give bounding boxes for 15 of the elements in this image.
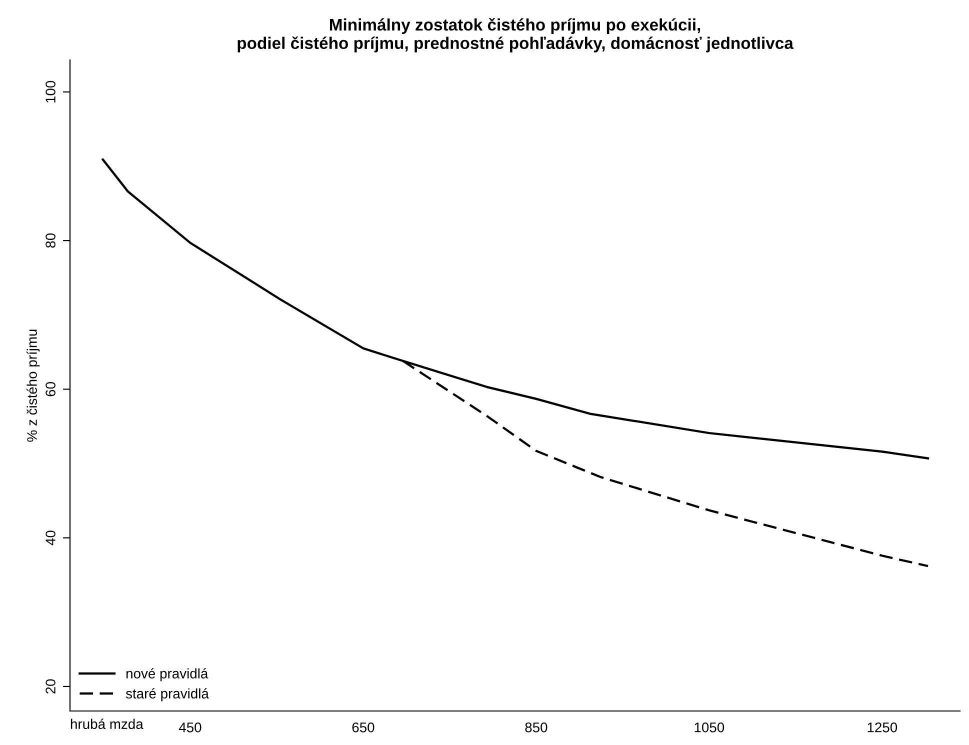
y-tick-label: 20 — [46, 679, 56, 694]
x-axis-title: hrubá mzda — [70, 718, 144, 730]
y-tick-label: 100 — [46, 80, 56, 102]
x-tick-label: 1250 — [868, 722, 898, 732]
chart-title: Minimálny zostatok čistého príjmu po exekúcii, podiel čistého príjmu, prednostné pohľadávky, domácnosť jednotlivca — [238, 18, 794, 52]
legend-label: staré pravidlá — [126, 688, 209, 702]
x-tick-label: 450 — [178, 722, 202, 732]
x-tick-label: 650 — [352, 722, 374, 732]
x-tick-label: 1050 — [694, 722, 724, 732]
y-tick-label: 40 — [46, 530, 56, 546]
y-tick-label: 80 — [46, 233, 56, 248]
y-axis-title: % z čistého príjmu — [26, 330, 40, 442]
legend-label: nové pravidlá — [126, 668, 208, 682]
y-tick-label: 60 — [46, 382, 56, 396]
x-tick-label: 850 — [525, 722, 548, 732]
